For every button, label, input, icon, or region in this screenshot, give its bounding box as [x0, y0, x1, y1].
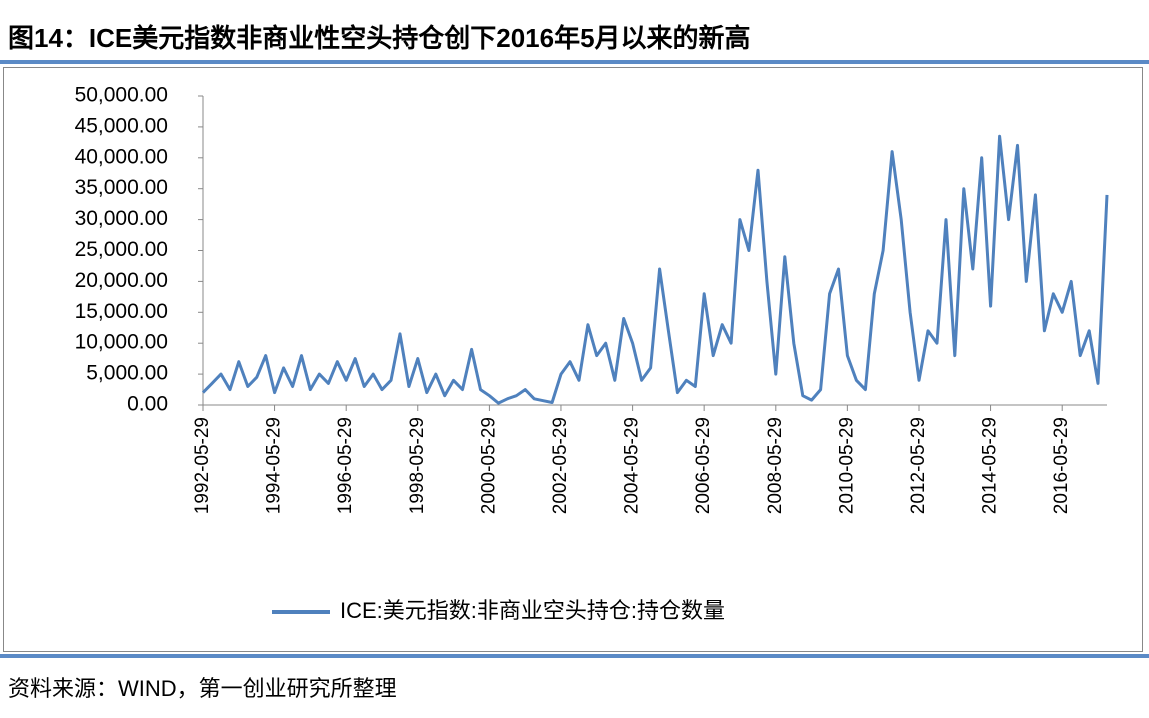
y-tick-label: 5,000.00 [86, 362, 168, 385]
x-tick-label: 1994-05-29 [264, 417, 285, 514]
x-tick-label: 2016-05-29 [1051, 417, 1072, 514]
y-tick-label: 40,000.00 [75, 145, 168, 168]
x-tick-label: 2010-05-29 [836, 417, 857, 514]
chart-title: 图14：ICE美元指数非商业性空头持仓创下2016年5月以来的新高 [8, 23, 751, 53]
y-tick-label: 15,000.00 [75, 300, 168, 323]
y-tick-label: 35,000.00 [75, 176, 168, 199]
y-tick-label: 50,000.00 [75, 84, 168, 107]
x-tick-label: 2004-05-29 [622, 417, 643, 514]
source-note: 资料来源：WIND，第一创业研究所整理 [8, 676, 397, 701]
y-tick-label: 20,000.00 [75, 269, 168, 292]
x-tick-label: 2000-05-29 [478, 417, 499, 514]
y-tick-label: 10,000.00 [75, 331, 168, 354]
x-tick-label: 1996-05-29 [335, 417, 356, 514]
y-tick-label: 0.00 [127, 393, 168, 416]
bottom-rule [0, 654, 1149, 658]
x-tick-label: 2006-05-29 [693, 417, 714, 514]
y-tick-label: 45,000.00 [75, 114, 168, 137]
x-tick-label: 2002-05-29 [550, 417, 571, 514]
x-tick-label: 2014-05-29 [980, 417, 1001, 514]
y-tick-label: 30,000.00 [75, 207, 168, 230]
x-tick-label: 1998-05-29 [407, 417, 428, 514]
chart-frame [3, 67, 1143, 652]
x-tick-label: 2012-05-29 [908, 417, 929, 514]
title-rule [0, 60, 1149, 64]
legend-label: ICE:美元指数:非商业空头持仓:持仓数量 [340, 598, 725, 623]
y-tick-label: 25,000.00 [75, 238, 168, 261]
data-line [201, 134, 1109, 405]
x-tick-label: 1992-05-29 [192, 417, 213, 514]
x-tick-label: 2008-05-29 [765, 417, 786, 514]
